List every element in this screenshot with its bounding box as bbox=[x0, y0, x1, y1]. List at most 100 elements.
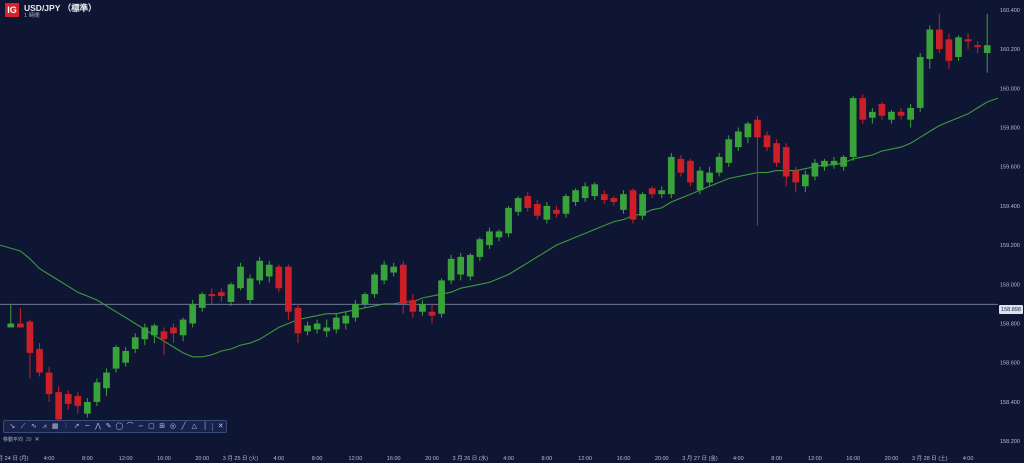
vline-icon[interactable]: │ bbox=[202, 422, 208, 430]
triangle-icon[interactable]: △ bbox=[191, 422, 197, 430]
indicator-name[interactable]: 移動平均 bbox=[3, 437, 24, 443]
candle-body bbox=[935, 29, 943, 50]
x-tick-label: 3 月 28 日 (土) bbox=[912, 454, 948, 462]
candle-body bbox=[983, 45, 991, 54]
candle-body bbox=[868, 111, 876, 118]
y-tick-label: 159.800 bbox=[1000, 126, 1020, 132]
line-icon[interactable]: ╱ bbox=[181, 422, 186, 430]
x-tick-label: 3 月 26 日 (水) bbox=[453, 454, 489, 462]
x-tick-label: 12:00 bbox=[578, 456, 592, 462]
close-icon[interactable]: ✕ bbox=[34, 437, 40, 443]
x-tick-label: 4:00 bbox=[733, 456, 744, 462]
candle-body bbox=[572, 190, 579, 202]
candle-body bbox=[667, 156, 675, 195]
candle-body bbox=[170, 327, 177, 334]
x-tick-label: 12:00 bbox=[119, 456, 133, 462]
x-tick-label: 3 月 27 日 (金) bbox=[682, 454, 718, 462]
drawing-toolbar: ↘ ⟋ ∿ ⩘ ▦ ⫶ ↗ ─ ⋀ ✎ ◯ ⌒ ∽ ▢ ⊞ ◎ ╱ △ │ ✕ bbox=[3, 420, 227, 433]
candle-body bbox=[93, 382, 101, 402]
candle-body bbox=[974, 45, 981, 48]
candle-body bbox=[926, 29, 934, 59]
x-tick-label: 20:00 bbox=[655, 456, 669, 462]
candle-body bbox=[246, 278, 254, 300]
candle-body bbox=[782, 147, 790, 177]
x-tick-label: 4:00 bbox=[963, 456, 974, 462]
candle-body bbox=[457, 256, 465, 275]
x-tick-label: 8:00 bbox=[771, 456, 782, 462]
candle-body bbox=[821, 160, 828, 167]
candle-body bbox=[399, 264, 407, 304]
wave2-icon[interactable]: ⩘ bbox=[42, 422, 47, 430]
x-tick-label: 16:00 bbox=[617, 456, 631, 462]
instrument-title[interactable]: USD/JPY （標準） bbox=[24, 3, 97, 13]
candle-body bbox=[754, 119, 761, 138]
candle-body bbox=[208, 294, 216, 297]
candle-body bbox=[179, 319, 187, 336]
x-tick-label: 4:00 bbox=[44, 456, 55, 462]
close-icon[interactable]: ✕ bbox=[217, 422, 224, 430]
candle-body bbox=[380, 264, 388, 281]
y-tick-label: 158.400 bbox=[1000, 400, 1020, 406]
rectangle-icon[interactable]: ▢ bbox=[148, 422, 155, 430]
x-tick-label: 4:00 bbox=[503, 456, 514, 462]
candle-body bbox=[734, 131, 742, 148]
x-tick-label: 12:00 bbox=[349, 456, 363, 462]
current-price-tag: 158.898 bbox=[999, 305, 1023, 314]
x-tick-label: 3 月 25 日 (火) bbox=[223, 455, 259, 462]
candle-body bbox=[361, 294, 369, 304]
pencil-icon[interactable]: ✎ bbox=[105, 422, 112, 430]
candle-body bbox=[189, 303, 197, 324]
candle-body bbox=[275, 266, 283, 289]
hline-icon[interactable]: ─ bbox=[85, 422, 90, 430]
candle-body bbox=[658, 190, 666, 195]
candle-body bbox=[438, 280, 445, 314]
candle-body bbox=[103, 372, 110, 389]
candle-body bbox=[687, 160, 694, 183]
curve-icon[interactable]: ∽ bbox=[137, 422, 144, 430]
cursor-icon[interactable]: ⟋ bbox=[20, 422, 26, 430]
zigzag-icon[interactable]: ⋀ bbox=[95, 422, 101, 430]
candle-body bbox=[131, 337, 139, 349]
x-tick-label: 20:00 bbox=[195, 456, 209, 462]
candle-body bbox=[447, 258, 455, 281]
candle-body bbox=[285, 266, 292, 312]
candle-body bbox=[74, 396, 82, 406]
candle-body bbox=[543, 205, 551, 220]
ellipse-icon[interactable]: ◎ bbox=[169, 422, 176, 430]
y-tick-label: 160.000 bbox=[1000, 86, 1020, 92]
candle-body bbox=[36, 349, 43, 373]
candle-body bbox=[342, 315, 350, 324]
ig-logo: IG bbox=[5, 3, 19, 17]
candle-body bbox=[696, 170, 704, 191]
wave-icon[interactable]: ∿ bbox=[30, 422, 37, 430]
candle-body bbox=[17, 323, 24, 328]
candle-body bbox=[907, 107, 914, 120]
x-tick-label: 4:00 bbox=[273, 456, 284, 462]
candle-body bbox=[964, 39, 972, 42]
arrow-icon[interactable]: ↘ bbox=[9, 422, 16, 430]
calendar-icon[interactable]: ▦ bbox=[51, 422, 59, 430]
circle-icon[interactable]: ◯ bbox=[115, 422, 124, 430]
timeframe-label[interactable]: 1 時間 bbox=[24, 13, 40, 19]
candle-body bbox=[916, 56, 924, 108]
candle-body bbox=[486, 231, 493, 246]
candle-body bbox=[524, 196, 532, 208]
fib-icon[interactable]: ⫶ bbox=[64, 422, 67, 430]
candle-body bbox=[514, 198, 522, 212]
brush-icon[interactable]: ⌒ bbox=[126, 422, 134, 430]
moving-average-line bbox=[0, 97, 999, 358]
candle-body bbox=[352, 303, 359, 318]
cycle-icon[interactable]: ⊞ bbox=[159, 422, 166, 430]
candle-body bbox=[45, 372, 53, 395]
candle-body bbox=[878, 104, 886, 116]
x-tick-label: 8:00 bbox=[312, 456, 323, 462]
candle-body bbox=[955, 37, 962, 57]
candle-body bbox=[141, 327, 149, 340]
trend-icon[interactable]: ↗ bbox=[73, 422, 80, 430]
candle-body bbox=[859, 98, 867, 120]
y-tick-label: 159.200 bbox=[1000, 243, 1020, 249]
y-tick-label: 158.600 bbox=[1000, 361, 1020, 367]
candle-body bbox=[792, 170, 800, 183]
candle-body bbox=[581, 186, 589, 199]
